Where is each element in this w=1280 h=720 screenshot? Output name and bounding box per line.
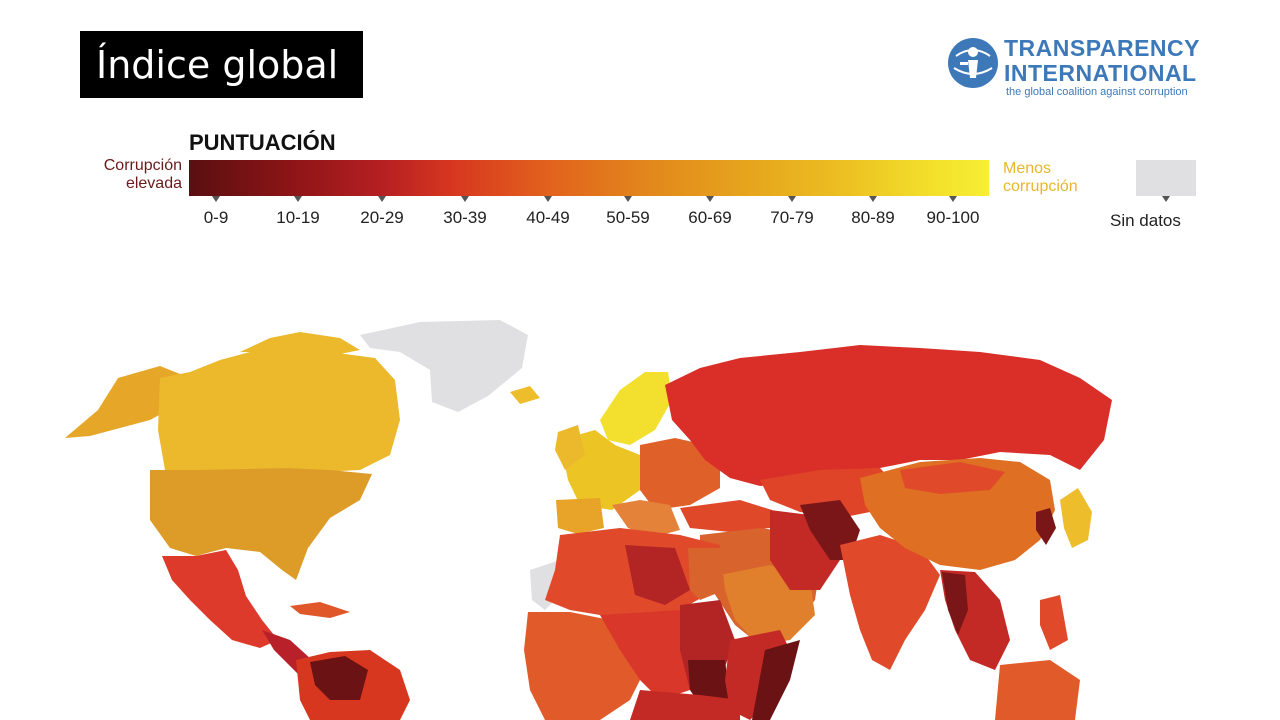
no-data-tick (1162, 196, 1170, 202)
legend-tick-label: 60-69 (688, 208, 732, 227)
map-region-uk (555, 425, 585, 470)
map-region-egypt (688, 548, 725, 600)
map-region-scandinavia (600, 372, 672, 445)
legend-tick-label: 80-89 (851, 208, 895, 227)
legend-tick: 40-49 (513, 196, 583, 228)
legend-tick-label: 30-39 (443, 208, 487, 227)
map-region-alaska (65, 366, 185, 438)
map-region-iceland (510, 386, 540, 404)
map-region-arctic-islands (240, 332, 360, 356)
legend-tick-label: 20-29 (360, 208, 404, 227)
legend-low-corruption-label: Menos corrupción (1003, 160, 1078, 196)
map-region-mongolia (900, 462, 1005, 494)
logo-text-line1: TRANSPARENCY (1004, 35, 1200, 61)
legend-right-line2: corrupción (1003, 178, 1078, 195)
map-region-sahel (600, 610, 700, 700)
legend-tick: 20-29 (347, 196, 417, 228)
globe-person-icon (948, 38, 998, 88)
legend-tick-label: 90-100 (926, 208, 980, 227)
legend-tick: 70-79 (757, 196, 827, 228)
map-region-caribbean (290, 602, 350, 618)
page-title: Índice global (80, 31, 363, 98)
map-region-philippines (1040, 595, 1068, 650)
map-region-iberia (556, 498, 604, 534)
map-region-central-africa (630, 690, 740, 720)
legend-high-corruption-label: Corrupción elevada (104, 157, 182, 193)
legend-tick-label: 40-49 (526, 208, 570, 227)
map-region-mexico (162, 550, 278, 648)
legend-tick-label: 10-19 (276, 208, 320, 227)
map-region-eastern-europe (640, 438, 720, 510)
legend-tick: 60-69 (675, 196, 745, 228)
legend-tick-label: 50-59 (606, 208, 650, 227)
map-region-usa (150, 468, 372, 580)
world-corruption-map (65, 320, 1112, 720)
legend-left-line1: Corrupción (103, 157, 182, 174)
map-region-canada (158, 345, 400, 472)
map-region-turkey (680, 500, 772, 532)
legend-right-line1: Menos (1003, 160, 1052, 177)
legend-tick: 30-39 (430, 196, 500, 228)
map-region-india (840, 535, 940, 670)
legend-tick: 50-59 (593, 196, 663, 228)
no-data-swatch (1136, 160, 1196, 196)
logo-text-line2: INTERNATIONAL (1004, 60, 1197, 86)
map-region-somalia (752, 640, 800, 720)
legend-tick-label: 0-9 (203, 208, 229, 227)
map-region-myanmar (942, 572, 968, 635)
map-region-south-sudan (688, 660, 730, 705)
legend-tick-row: 0-9 10-19 20-29 30-39 40-49 50-59 60-69 … (0, 196, 1280, 236)
legend-left-line2: elevada (125, 175, 182, 192)
legend-tick: 80-89 (838, 196, 908, 228)
no-data-label: Sin datos (1110, 211, 1181, 230)
map-region-greenland (360, 320, 528, 412)
map-region-indonesia (995, 660, 1080, 720)
map-region-venezuela (310, 656, 368, 700)
map-region-russia (665, 345, 1112, 486)
map-region-libya (625, 545, 690, 605)
map-region-balkans-italy (612, 500, 680, 538)
legend-tick-label: 70-79 (770, 208, 814, 227)
page-title-text: Índice global (96, 42, 339, 87)
map-region-korea (1036, 508, 1056, 545)
legend-tick: 10-19 (263, 196, 333, 228)
logo-tagline: the global coalition against corruption (1006, 86, 1188, 98)
legend-tick: 90-100 (918, 196, 988, 228)
legend-tick: 0-9 (181, 196, 251, 228)
legend-title: PUNTUACIÓN (189, 130, 336, 155)
transparency-international-logo: TRANSPARENCY INTERNATIONAL the global co… (944, 34, 1234, 104)
map-region-japan (1060, 488, 1092, 548)
score-gradient-bar (189, 160, 989, 196)
